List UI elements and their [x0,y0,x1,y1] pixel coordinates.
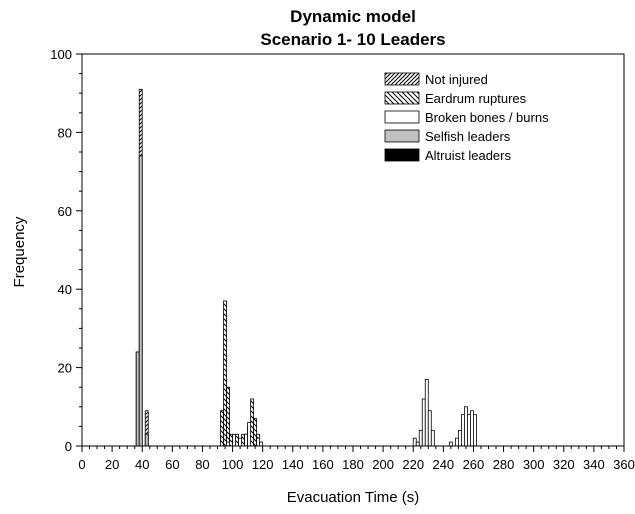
bar-white-16 [457,429,462,447]
bar-white-4 [247,422,252,447]
bar-white-0 [226,441,230,447]
x-tick-label: 20 [105,457,119,472]
bars-layer [135,88,477,447]
y-tick-label: 80 [58,125,72,140]
x-tick-label: 0 [78,457,85,472]
x-tick-label: 120 [252,457,274,472]
x-tick-label: 180 [342,457,364,472]
legend-swatch-black [384,148,420,162]
x-tick-label: 200 [372,457,394,472]
legend-label: Broken bones / burns [425,110,549,125]
x-tick-label: 220 [402,457,424,472]
y-tick-label: 100 [50,47,72,62]
y-tick-label: 0 [65,439,72,454]
x-tick-label: 340 [583,457,605,472]
x-tick-label: 60 [165,457,179,472]
bar-back-diagonal-3 [229,433,233,447]
bar-gray-0 [135,351,140,447]
legend-label: Not injured [425,72,488,87]
chart-title: Dynamic model [290,7,416,26]
bar-white-19 [467,414,471,447]
x-tick-label: 300 [523,457,545,472]
legend-swatch-gray [384,129,420,143]
bar-white-5 [256,437,261,447]
bar-white-18 [464,406,468,447]
y-axis-label: Frequency [11,216,28,287]
x-tick-label: 260 [463,457,485,472]
x-tick-label: 320 [553,457,575,472]
bar-white-14 [448,441,453,447]
bar-white-7 [412,437,417,447]
bar-white-8 [415,441,420,447]
bar-white-21 [473,414,477,447]
bar-white-17 [460,414,465,447]
x-tick-label: 360 [613,457,635,472]
bar-back-diagonal-7 [250,398,255,447]
bar-white-15 [454,437,459,447]
bar-gray-2 [144,433,149,447]
y-tick-label: 60 [58,204,72,219]
legend-swatch-forward-diagonal [384,72,420,86]
bar-back-diagonal-5 [241,433,245,447]
legend: Not injured Eardrum ruptures Broken bones … [384,72,549,163]
bar-white-20 [470,410,474,447]
bar-white-9 [418,429,423,447]
bar-back-diagonal-2 [226,386,230,447]
x-axis-label: Evacuation Time (s) [287,489,420,506]
bar-back-diagonal-0 [220,410,224,447]
x-tick-label: 280 [493,457,515,472]
y-tick-label: 40 [58,282,72,297]
x-tick-label: 240 [432,457,454,472]
bar-back-diagonal-8 [253,418,258,447]
axes-layer: 0 20 40 60 80 100 120 140 160 180 200 220 240 260 280 3… [50,47,635,472]
bar-back-diagonal-1 [223,300,227,447]
bar-white-2 [238,437,242,447]
bar-white-13 [430,429,435,447]
bar-white-11 [424,378,429,447]
bar-white-1 [232,433,236,447]
y-tick-label: 20 [58,361,72,376]
x-tick-label: 80 [195,457,209,472]
legend-swatch-white [384,110,420,124]
x-tick-label: 160 [312,457,334,472]
legend-label: Selfish leaders [425,129,511,144]
x-tick-label: 100 [222,457,244,472]
bar-white-6 [259,441,264,447]
legend-label: Altruist leaders [425,148,511,163]
legend-label: Eardrum ruptures [425,91,527,106]
x-tick-label: 140 [282,457,304,472]
bar-gray-1 [138,155,143,447]
bar-back-diagonal-4 [235,433,239,447]
bar-white-12 [427,410,432,447]
x-tick-label: 40 [135,457,149,472]
bar-white-10 [421,398,426,447]
chart-subtitle: Scenario 1- 10 Leaders [260,30,445,49]
legend-swatch-back-diagonal [384,91,420,105]
bar-white-3 [244,433,249,447]
